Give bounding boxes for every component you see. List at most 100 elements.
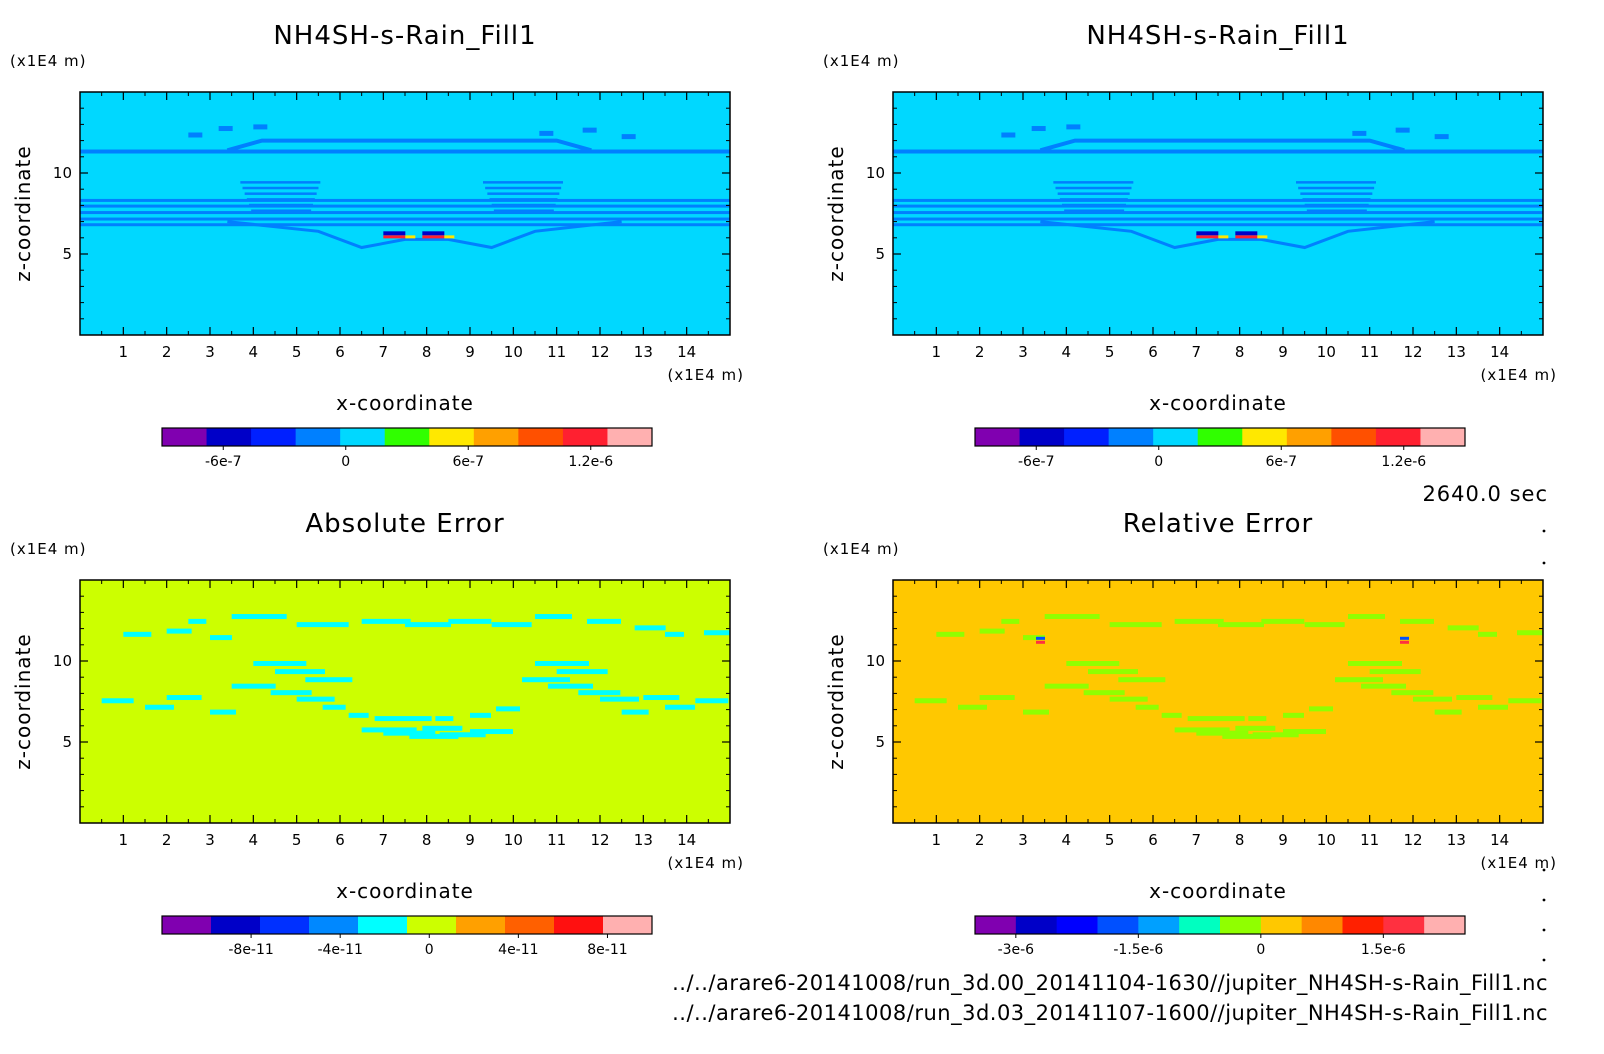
- error-patch: [1361, 683, 1406, 689]
- colorbar-swatch: [1331, 428, 1377, 446]
- contour-band: [80, 149, 730, 154]
- panel-bottom-left: Absolute Error(x1E4 m)1 2 3 4 5 6 7 8 9 10 11 12 13 1…: [10, 509, 744, 958]
- hotspot-high: [1235, 235, 1258, 239]
- contour-band: [80, 198, 730, 202]
- x-tick-label: 12: [590, 343, 609, 361]
- x-tick-label: 3: [1018, 831, 1028, 849]
- contour-line: [1040, 220, 1435, 250]
- y-tick-label: 10: [866, 164, 885, 182]
- colorbar-swatch: [1260, 916, 1303, 934]
- error-extreme-low: [1400, 636, 1409, 640]
- error-patch: [1083, 690, 1125, 696]
- x-tick-label: 6: [335, 343, 345, 361]
- contour-patch: [1066, 124, 1081, 130]
- contour-line: [226, 138, 592, 153]
- y-tick-label: 10: [866, 652, 885, 670]
- hotspot-mid: [1257, 235, 1268, 239]
- error-patch: [1400, 618, 1434, 624]
- contour-patch: [1300, 192, 1373, 195]
- time-label: 2640.0 sec: [1422, 482, 1548, 506]
- colorbar-frame: [161, 427, 653, 447]
- contour-patch: [240, 181, 321, 184]
- hotspot-mid: [405, 235, 416, 239]
- error-patch: [166, 628, 192, 634]
- x-tick-label: 4: [1062, 343, 1072, 361]
- error-patch: [621, 709, 649, 715]
- field-structures: [893, 124, 1543, 250]
- x-tick-label: 14: [677, 343, 696, 361]
- error-patch: [361, 618, 411, 624]
- y-axis-label: z-coordinate: [11, 145, 35, 281]
- panel-bottom-right: Relative Error(x1E4 m)1 2 3 4 5 6 7 8 9 10 11 12 13 1…: [823, 509, 1556, 958]
- field-structures: [101, 614, 730, 739]
- hotspot-high: [383, 235, 406, 239]
- error-patch: [1283, 729, 1326, 735]
- y-tick-label: 5: [875, 733, 885, 751]
- error-patch: [210, 709, 236, 715]
- error-patch: [1001, 618, 1020, 624]
- contour-patch: [487, 192, 560, 195]
- x-tick-label: 9: [465, 343, 475, 361]
- error-patch: [166, 695, 202, 701]
- colorbar-swatch: [1375, 428, 1421, 446]
- error-patch: [556, 669, 608, 675]
- colorbar-swatch: [1301, 916, 1343, 934]
- error-patch: [448, 618, 492, 624]
- error-patch: [704, 630, 730, 636]
- error-patch: [383, 730, 436, 736]
- colorbar-swatch: [1242, 428, 1288, 446]
- x-tick-label: 1: [119, 343, 129, 361]
- x-tick-label: 5: [292, 831, 302, 849]
- error-patch: [1196, 730, 1249, 736]
- hotspot-mid: [444, 235, 455, 239]
- contour-patch: [1062, 203, 1126, 207]
- contour-band: [893, 204, 1543, 208]
- x-unit-label: (x1E4 m): [667, 854, 744, 872]
- z-unit-label: (x1E4 m): [823, 52, 900, 70]
- error-patch: [643, 695, 680, 701]
- contour-patch: [1296, 181, 1376, 184]
- x-tick-label: 13: [1447, 831, 1466, 849]
- y-tick-label: 10: [53, 164, 72, 182]
- x-tick-label: 13: [634, 343, 653, 361]
- colorbar-swatch: [1019, 428, 1065, 446]
- y-tick-label: 10: [53, 652, 72, 670]
- x-tick-label: 12: [1403, 831, 1422, 849]
- error-patch: [1248, 716, 1267, 722]
- contour-patch: [1352, 130, 1367, 136]
- y-tick-label: 5: [62, 245, 72, 263]
- error-patch: [1161, 712, 1182, 718]
- contour-patch: [1395, 127, 1410, 133]
- colorbar-swatch: [358, 916, 408, 934]
- x-tick-label: 11: [547, 831, 566, 849]
- error-patch: [1109, 696, 1148, 702]
- field-structures: [914, 614, 1543, 739]
- error-patch: [914, 698, 947, 704]
- x-tick-label: 1: [932, 831, 942, 849]
- error-patch: [695, 698, 729, 704]
- colorbar-swatch: [295, 428, 341, 446]
- colorbar-swatch: [1220, 916, 1262, 934]
- error-patch: [210, 635, 232, 641]
- colorbar-swatch: [1097, 916, 1139, 934]
- x-tick-label: 11: [1360, 831, 1379, 849]
- error-patch: [496, 706, 520, 712]
- colorbar-swatch: [518, 428, 564, 446]
- colorbar-swatch: [562, 428, 608, 446]
- x-tick-label: 5: [1105, 831, 1115, 849]
- x-tick-label: 13: [1447, 343, 1466, 361]
- panel-title: Relative Error: [1123, 509, 1314, 539]
- file-path-1: ../../arare6-20141008/run_3d.00_20141104…: [672, 971, 1548, 996]
- error-patch: [491, 622, 532, 628]
- error-patch: [535, 661, 589, 666]
- contour-band: [893, 211, 1543, 215]
- colorbar-swatch: [309, 916, 359, 934]
- x-tick-label: 3: [1018, 343, 1028, 361]
- error-patch: [1218, 622, 1264, 628]
- error-patch: [1252, 732, 1299, 738]
- contour-patch: [1031, 126, 1046, 132]
- contour-band: [893, 217, 1543, 221]
- error-patch: [296, 622, 349, 628]
- contour-patch: [1001, 132, 1016, 138]
- error-patch: [1023, 709, 1049, 715]
